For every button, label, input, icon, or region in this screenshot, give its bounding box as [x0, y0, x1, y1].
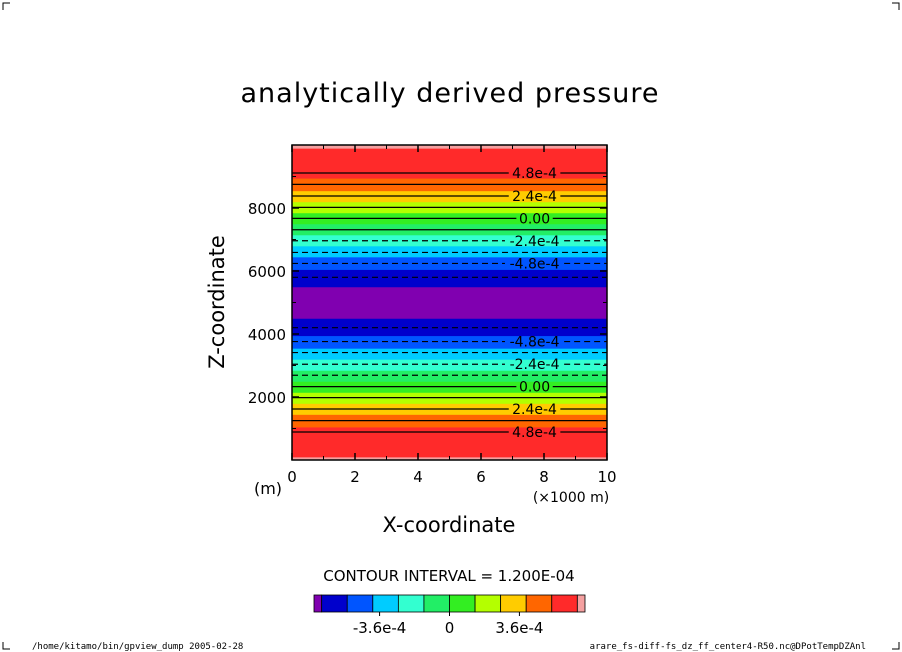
colorbar-swatch — [576, 594, 586, 613]
color-band-14 — [292, 256, 607, 270]
colorbar-swatch — [449, 594, 476, 613]
color-band-15 — [292, 245, 607, 258]
colorbar-swatch — [321, 594, 348, 613]
contour-label: -4.8e-4 — [510, 256, 560, 272]
contour-label: -2.4e-4 — [510, 234, 560, 250]
colorbar-swatch — [372, 594, 399, 613]
x-tick-label: 8 — [539, 468, 549, 486]
color-band-7 — [292, 370, 607, 382]
chart-title: analytically derived pressure — [240, 78, 659, 109]
x-tick-label: 10 — [597, 468, 616, 486]
colorbar-swatch — [423, 594, 450, 613]
color-band-9 — [292, 348, 607, 360]
contour-label: -2.4e-4 — [510, 357, 560, 373]
color-band-13 — [292, 269, 607, 288]
y-tick-label: 6000 — [248, 263, 286, 281]
contour-interval-text: CONTOUR INTERVAL = 1.200E-04 — [323, 567, 574, 585]
x-axis: 0 2 4 6 8 10 — [287, 145, 617, 486]
contour-label: 4.8e-4 — [512, 166, 557, 182]
color-band-10 — [292, 335, 607, 349]
colorbar-tick-label: -3.6e-4 — [353, 619, 406, 637]
contour-label: 2.4e-4 — [512, 402, 557, 418]
y-tick-label: 2000 — [248, 389, 286, 407]
x-tick-label: 2 — [350, 468, 360, 486]
y-axis-label: Z-coordinate — [205, 235, 229, 369]
x-tick-label: 0 — [287, 468, 297, 486]
color-band-22 — [292, 157, 607, 179]
colorbar-swatch — [474, 594, 502, 613]
colorbar-tick-label: 0 — [445, 619, 455, 637]
y-unit-label: (m) — [254, 479, 282, 498]
footer-right: arare_fs-diff-fs_dz_ff_center4-R50.nc@DP… — [590, 642, 866, 652]
contour-label: 2.4e-4 — [512, 189, 557, 205]
color-band-1 — [292, 447, 607, 458]
plot-bands — [292, 145, 607, 461]
x-tick-label: 6 — [476, 468, 486, 486]
color-band-16 — [292, 234, 607, 247]
contour-label: -4.8e-4 — [510, 335, 560, 351]
contour-label: 4.8e-4 — [512, 425, 557, 441]
contour-lines: 4.8e-4 2.4e-4 0.00 -2.4e-4 -4.8e-4 -4.8e-4 -2.… — [292, 166, 607, 441]
colorbar-swatch — [346, 594, 374, 613]
color-band-8 — [292, 359, 607, 371]
y-axis: 2000 4000 6000 8000 — [248, 176, 607, 429]
color-band-2 — [292, 426, 607, 448]
colorbar: -3.6e-4 0 3.6e-4 — [313, 594, 586, 637]
colorbar-tick-label: 3.6e-4 — [495, 619, 543, 637]
colorbar-swatch — [551, 594, 578, 613]
contour-label: 0.00 — [519, 380, 550, 396]
x-unit-label: (×1000 m) — [533, 490, 609, 506]
contour-label: 0.00 — [519, 211, 550, 227]
x-tick-label: 4 — [413, 468, 423, 486]
footer-left: /home/kitamo/bin/gpview_dump 2005-02-28 — [32, 642, 243, 652]
color-band-12 — [292, 286, 607, 319]
colorbar-swatch — [313, 594, 323, 613]
y-tick-label: 4000 — [248, 326, 286, 344]
y-tick-label: 8000 — [248, 200, 286, 218]
colorbar-swatch — [500, 594, 527, 613]
colorbar-swatch — [525, 594, 553, 613]
color-band-11 — [292, 318, 607, 337]
color-band-23 — [292, 148, 607, 159]
x-axis-label: X-coordinate — [383, 513, 516, 537]
colorbar-swatch — [397, 594, 425, 613]
